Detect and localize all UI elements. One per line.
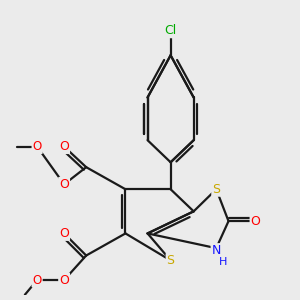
Text: S: S: [212, 183, 220, 196]
Text: O: O: [32, 140, 42, 153]
Text: O: O: [59, 140, 69, 153]
Text: O: O: [59, 274, 69, 286]
Text: Cl: Cl: [164, 24, 177, 37]
Text: O: O: [250, 215, 260, 228]
Text: O: O: [32, 274, 42, 286]
Text: O: O: [59, 227, 69, 240]
Text: H: H: [218, 257, 227, 267]
Text: S: S: [167, 254, 175, 267]
Text: N: N: [212, 244, 221, 257]
Text: O: O: [59, 178, 69, 191]
